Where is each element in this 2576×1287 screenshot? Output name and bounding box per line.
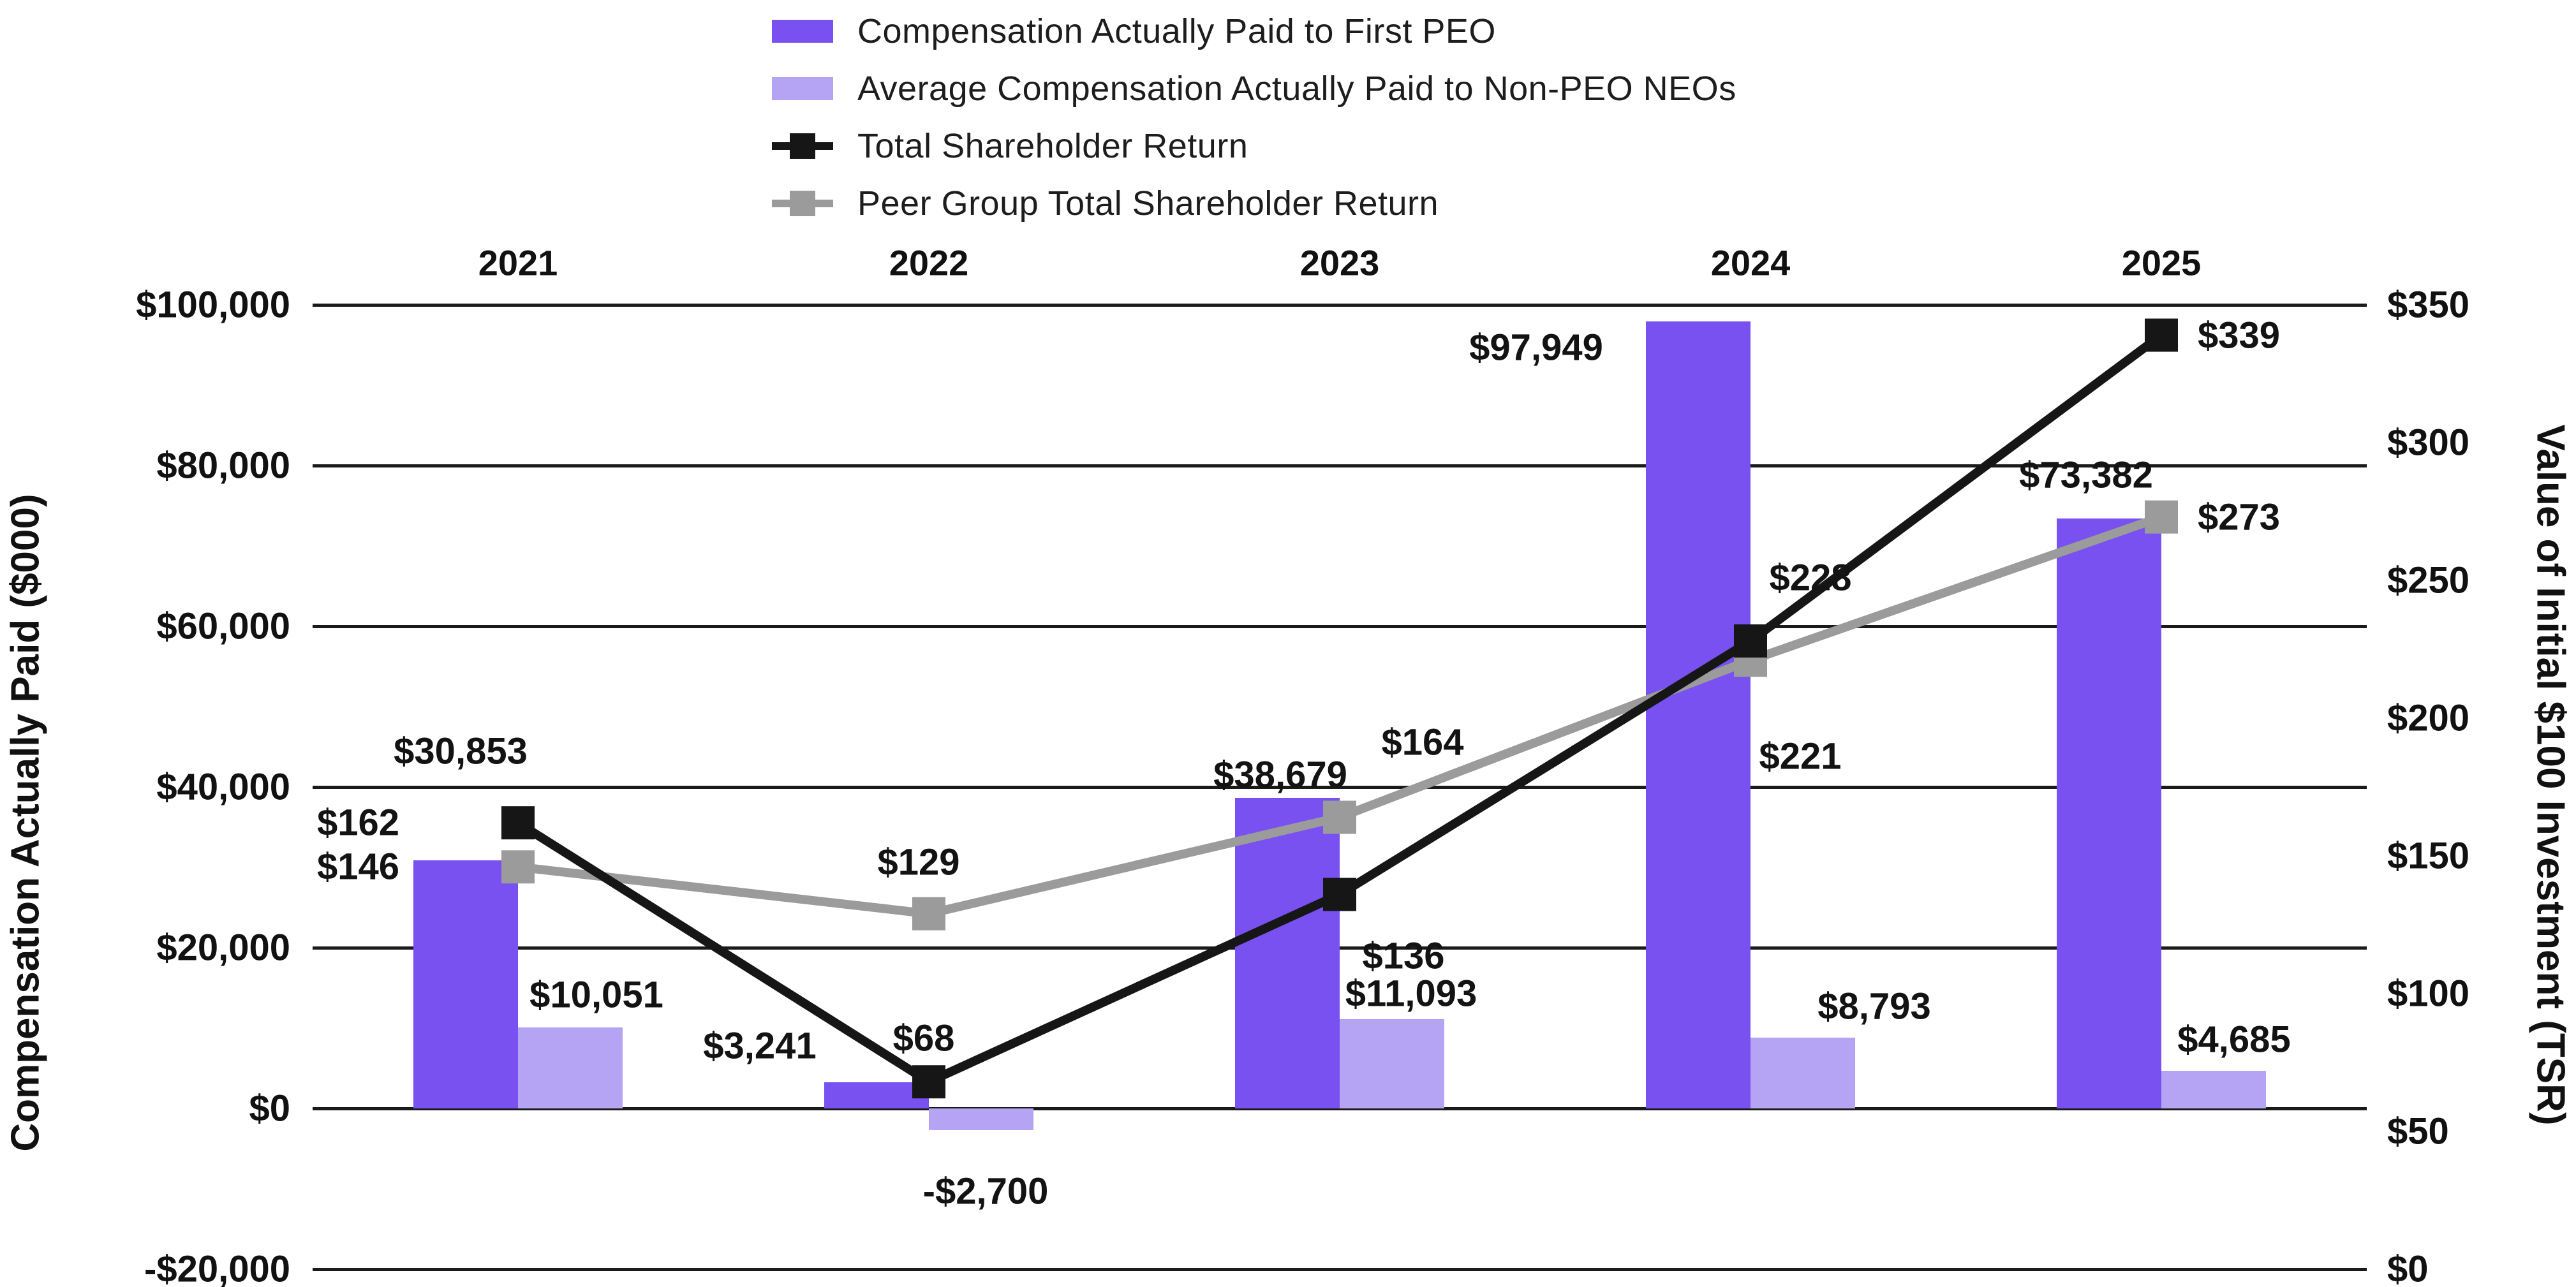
tsr-label-2025: $339	[2198, 314, 2281, 357]
right-axis-tick-label: $350	[2387, 284, 2470, 326]
legend-label: Total Shareholder Return	[857, 127, 1248, 165]
year-label-2024: 2024	[1710, 242, 1791, 283]
right-axis-tick-label: $100	[2387, 973, 2470, 1015]
year-label-2025: 2025	[2121, 242, 2202, 283]
legend-item-peo-compensation: Compensation Actually Paid to First PEO	[772, 3, 1736, 60]
legend-label: Average Compensation Actually Paid to No…	[857, 70, 1736, 108]
neo-bar-swatch-icon	[772, 77, 833, 100]
right-axis-tick-label: $50	[2387, 1110, 2449, 1152]
grid-line	[313, 303, 2367, 307]
tsr-line	[515, 331, 2165, 1087]
peo-bar-swatch-icon	[772, 20, 833, 43]
tsr-marker-2021	[501, 806, 535, 840]
tsr-marker-2023	[1323, 878, 1356, 911]
right-axis-tick-label: $150	[2387, 835, 2470, 877]
grid-line	[313, 624, 2367, 628]
peer-tsr-marker-2023	[1323, 800, 1356, 834]
neo-bar-label-2025: $4,685	[2177, 1019, 2291, 1061]
peer-tsr-label-2023: $164	[1381, 721, 1464, 763]
peo-bar-label-2021: $30,853	[394, 730, 528, 772]
neo-bar-label-2022: -$2,700	[922, 1170, 1049, 1212]
neo-bar-2025	[2161, 1070, 2266, 1108]
left-axis-tick-label: $80,000	[156, 445, 290, 487]
neo-bar-2024	[1751, 1038, 1855, 1108]
peer-tsr-label-2024: $221	[1759, 735, 1842, 777]
neo-bar-label-2023: $11,093	[1345, 973, 1477, 1015]
peer-tsr-marker-2025	[2145, 500, 2178, 534]
left-axis-tick-label: $60,000	[156, 605, 290, 647]
neo-bar-2021	[518, 1027, 623, 1108]
year-label-2022: 2022	[889, 242, 969, 283]
tsr-line-swatch-icon	[772, 132, 833, 160]
peo-bar-2023	[1235, 797, 1340, 1108]
grid-line	[313, 1107, 2367, 1110]
legend-label: Compensation Actually Paid to First PEO	[857, 12, 1496, 50]
peo-bar-2021	[413, 860, 518, 1108]
year-label-2021: 2021	[478, 242, 558, 283]
legend-item-tsr: Total Shareholder Return	[772, 117, 1736, 175]
legend: Compensation Actually Paid to First PEO …	[772, 3, 1736, 232]
tsr-label-2022: $68	[892, 1017, 955, 1059]
peer-tsr-line	[517, 513, 2163, 918]
tsr-marker-2024	[1734, 624, 1767, 658]
tsr-label-2024: $228	[1769, 557, 1852, 599]
grid-line	[313, 946, 2367, 950]
neo-bar-label-2024: $8,793	[1817, 985, 1931, 1027]
grid-line	[313, 785, 2367, 789]
left-axis-tick-label: $100,000	[136, 284, 290, 326]
peer-tsr-marker-2022	[912, 897, 945, 930]
peo-bar-label-2025: $73,382	[2019, 454, 2153, 496]
left-axis-tick-label: -$20,000	[144, 1248, 290, 1287]
right-axis-tick-label: $0	[2387, 1248, 2429, 1287]
grid-line	[313, 1267, 2367, 1271]
peer-tsr-marker-2021	[501, 850, 535, 884]
neo-bar-2023	[1340, 1019, 1444, 1108]
left-axis-tick-label: $0	[249, 1087, 290, 1129]
peo-bar-2025	[2057, 518, 2161, 1108]
tsr-label-2023: $136	[1362, 935, 1445, 977]
peo-bar-2022	[824, 1082, 929, 1108]
right-axis-tick-label: $250	[2387, 559, 2470, 601]
left-axis-tick-label: $20,000	[156, 927, 290, 969]
neo-bar-2022	[929, 1108, 1033, 1131]
right-axis-tick-label: $200	[2387, 697, 2470, 739]
tsr-label-2021: $162	[316, 802, 399, 844]
peer-tsr-label-2022: $129	[877, 841, 960, 883]
legend-item-neo-compensation: Average Compensation Actually Paid to No…	[772, 60, 1736, 117]
peo-bar-label-2022: $3,241	[703, 1025, 817, 1067]
grid-line	[313, 464, 2367, 467]
peo-bar-label-2024: $97,949	[1469, 327, 1603, 369]
peer-tsr-label-2025: $273	[2198, 496, 2281, 538]
tsr-marker-2025	[2145, 318, 2178, 352]
peer-tsr-label-2021: $146	[316, 846, 399, 888]
right-axis-tick-label: $300	[2387, 422, 2470, 464]
legend-item-peer-tsr: Peer Group Total Shareholder Return	[772, 175, 1736, 232]
left-axis-tick-label: $40,000	[156, 766, 290, 808]
peer-tsr-line-swatch-icon	[772, 189, 833, 217]
peo-bar-label-2023: $38,679	[1213, 754, 1347, 796]
year-label-2023: 2023	[1299, 242, 1380, 283]
peo-bar-2024	[1646, 321, 1751, 1108]
legend-label: Peer Group Total Shareholder Return	[857, 184, 1439, 223]
neo-bar-label-2021: $10,051	[529, 974, 663, 1016]
tsr-marker-2022	[912, 1065, 945, 1099]
